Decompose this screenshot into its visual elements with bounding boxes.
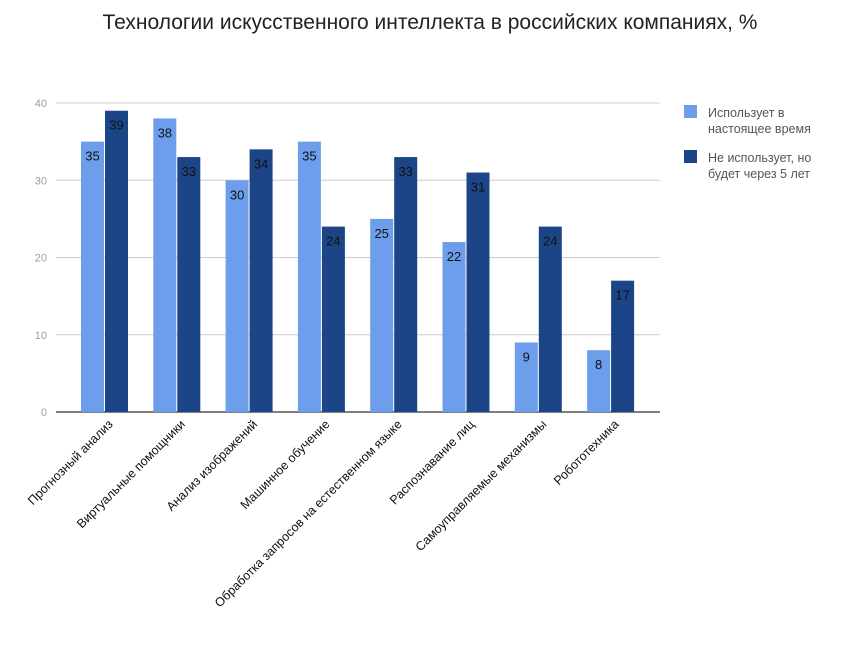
- bar: [177, 157, 201, 412]
- data-label: 30: [230, 187, 244, 202]
- data-label: 9: [523, 349, 530, 364]
- bar: [466, 172, 490, 412]
- gridlines: [56, 102, 660, 413]
- bar: [514, 342, 538, 412]
- data-label: 31: [471, 180, 485, 195]
- data-label: 38: [158, 125, 172, 140]
- legend: Использует в настоящее время Не использует…: [684, 105, 811, 181]
- bar: [297, 141, 321, 412]
- legend-label: Использует в настоящее время: [708, 106, 811, 136]
- legend-swatch: [684, 150, 697, 163]
- x-category-label: Самоуправляемые механизмы: [413, 417, 550, 554]
- legend-label: Не использует, но будет через 5 лет: [708, 151, 811, 181]
- legend-swatch: [684, 105, 697, 118]
- bar: [81, 141, 104, 412]
- bar: [587, 350, 611, 412]
- x-category-label: Робототехника: [551, 417, 622, 488]
- bar: [225, 180, 249, 412]
- bar: [611, 280, 635, 412]
- bar: [394, 157, 418, 412]
- data-label: 35: [302, 149, 316, 164]
- bar: [321, 226, 345, 412]
- data-label: 34: [254, 156, 268, 171]
- bars: 35 39 38 33 30 34 35 24 25 33 22 31 9 24 8 17: [81, 110, 635, 412]
- data-label: 22: [447, 249, 461, 264]
- bar: [153, 118, 177, 412]
- bar: [538, 226, 562, 412]
- data-label: 24: [543, 234, 557, 249]
- bar: [105, 110, 128, 412]
- chart-title: Технологии искусственного интеллекта в р…: [103, 11, 758, 34]
- data-label: 33: [182, 164, 196, 179]
- data-label: 17: [615, 288, 629, 303]
- data-label: 25: [374, 226, 388, 241]
- y-axis-ticks: 0 10 20 30 40: [35, 98, 47, 419]
- bar: [442, 242, 466, 412]
- y-tick-label: 0: [41, 407, 47, 419]
- data-label: 8: [595, 357, 602, 372]
- data-label: 39: [109, 118, 123, 133]
- data-label: 35: [85, 149, 99, 164]
- y-tick-label: 20: [35, 253, 47, 265]
- y-tick-label: 10: [35, 330, 47, 342]
- data-label: 33: [398, 164, 412, 179]
- y-tick-label: 30: [35, 175, 47, 187]
- bar: [370, 218, 394, 412]
- data-label: 24: [326, 234, 340, 249]
- y-tick-label: 40: [35, 98, 47, 110]
- bar: [249, 149, 273, 412]
